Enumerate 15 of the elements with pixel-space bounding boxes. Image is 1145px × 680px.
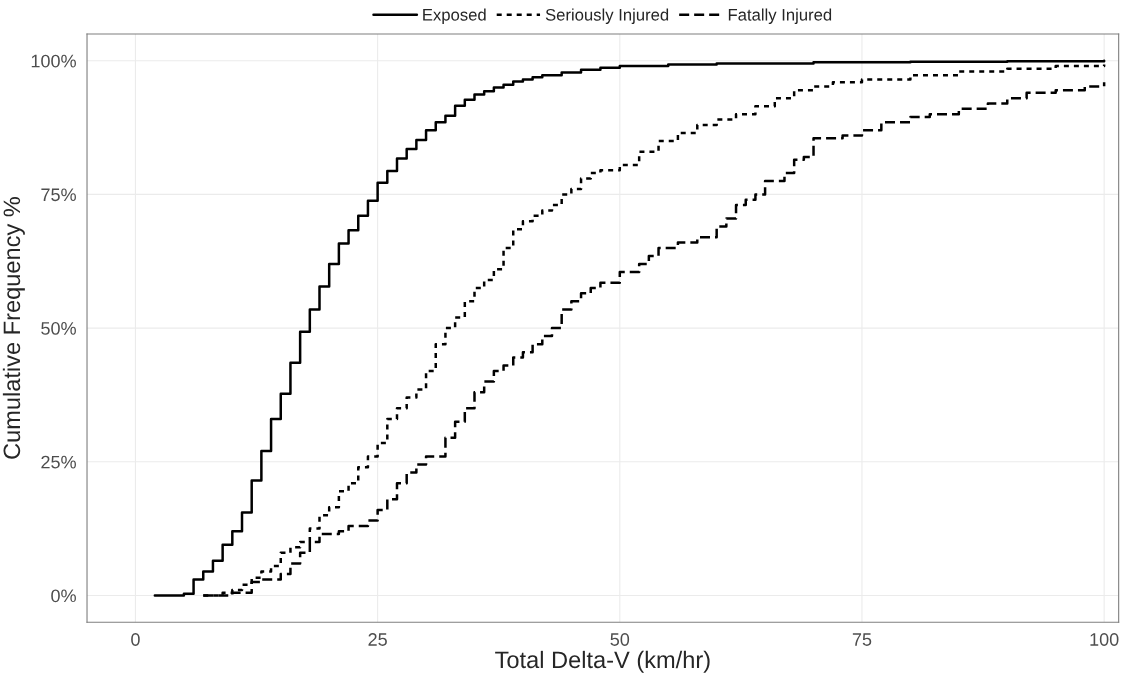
y-tick-label: 100% <box>31 54 76 68</box>
y-tick-label: 75% <box>41 188 76 202</box>
x-tick-label: 50 <box>610 633 630 646</box>
x-tick-label: 0 <box>131 633 140 646</box>
x-tick-label: 100 <box>1090 633 1119 646</box>
x-tick-label: 25 <box>368 633 387 646</box>
legend-label: Exposed <box>423 8 486 24</box>
legend-label: Seriously Injured <box>545 8 669 24</box>
x-axis-title: Total Delta-V (km/hr) <box>495 650 710 673</box>
legend-label: Fatally Injured <box>728 8 832 24</box>
y-axis-title: Cumulative Frequency % <box>2 197 25 459</box>
y-tick-label: 25% <box>41 455 76 469</box>
y-tick-label: 0% <box>51 589 76 603</box>
x-tick-label: 75 <box>852 633 872 646</box>
y-tick-label: 50% <box>41 322 76 335</box>
